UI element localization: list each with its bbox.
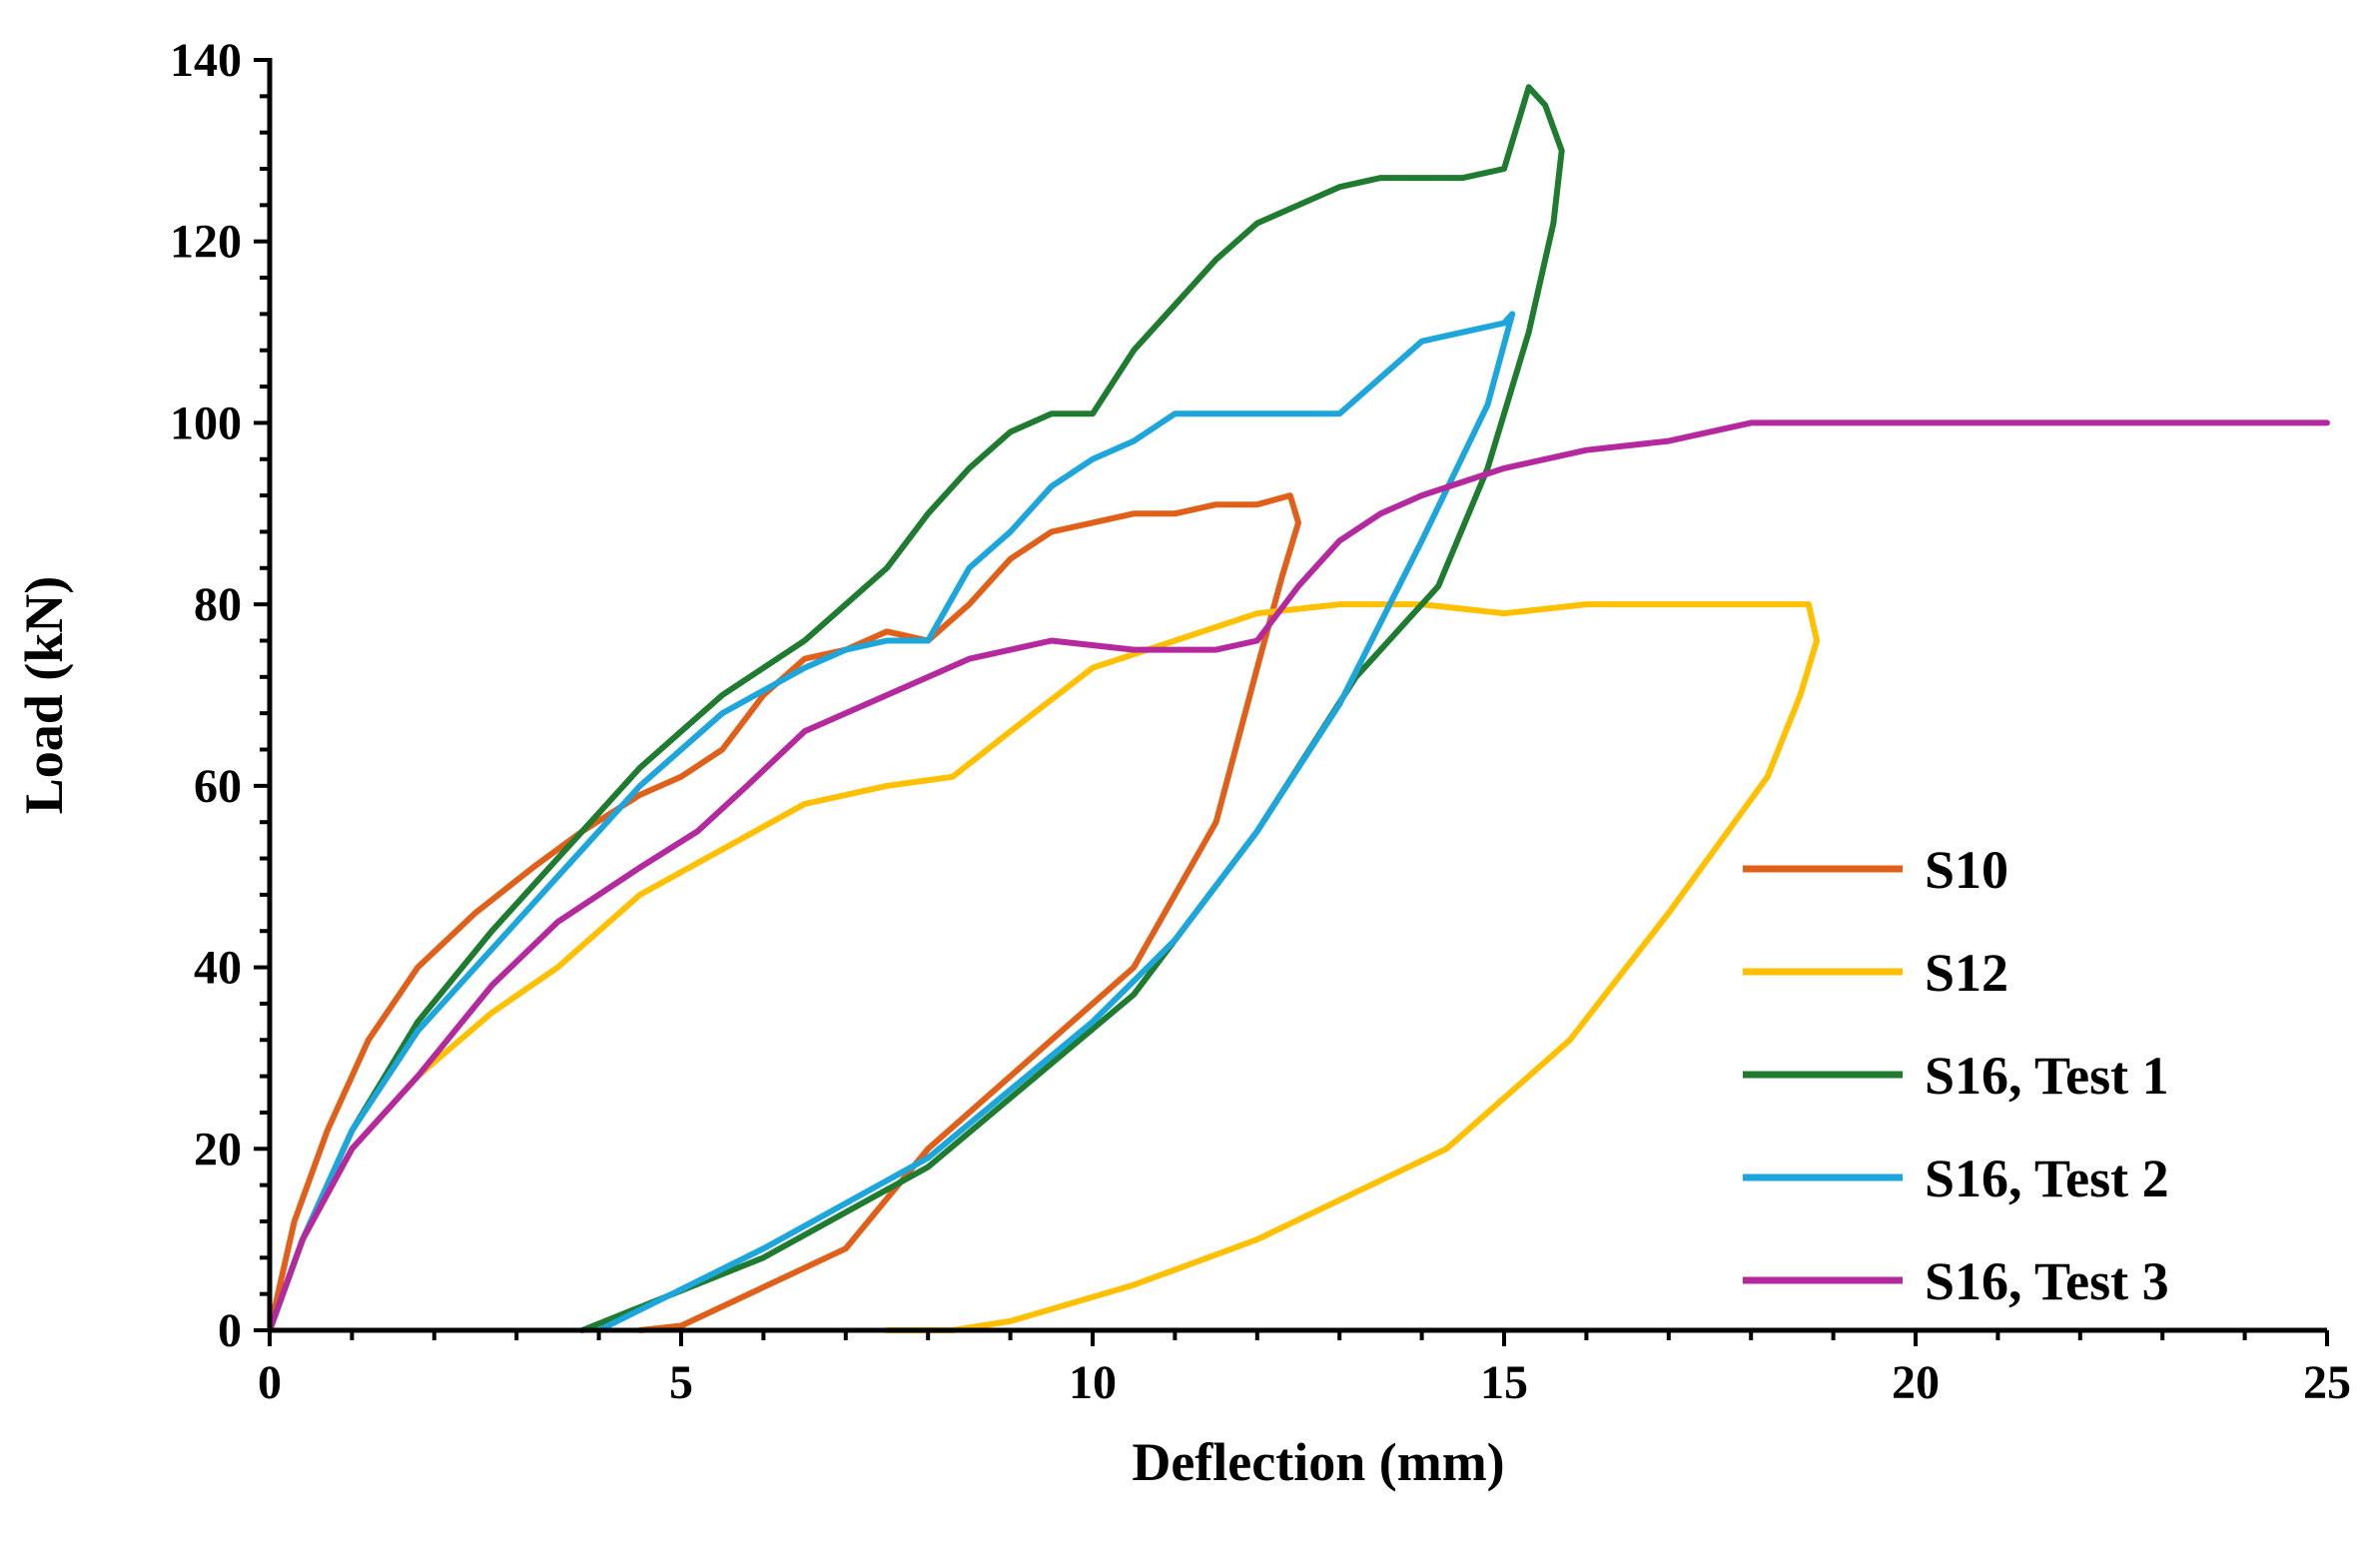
legend-label: S12	[1925, 943, 2008, 1003]
x-tick-label: 10	[1069, 1356, 1117, 1409]
y-tick-label: 100	[170, 396, 242, 449]
x-tick-label: 15	[1480, 1356, 1528, 1409]
y-tick-label: 60	[194, 760, 242, 813]
legend: S10 S12 S16, Test 1 S16, Test 2 S16, Test 3	[1743, 840, 2169, 1311]
y-tick-label: 120	[170, 216, 242, 269]
series-line-s16-test-3	[267, 419, 2330, 1333]
legend-label: S16, Test 1	[1925, 1046, 2169, 1106]
series-line-s10	[267, 492, 1301, 1333]
y-axis-title: Load (kN)	[14, 576, 74, 815]
x-tick-label: 5	[669, 1356, 693, 1409]
series-line-s12	[267, 601, 1821, 1333]
legend-label: S16, Test 3	[1925, 1251, 2169, 1311]
x-tick-label: 20	[1892, 1356, 1940, 1409]
y-tick-label: 80	[194, 578, 242, 631]
legend-label: S16, Test 2	[1925, 1149, 2169, 1208]
x-axis-title: Deflection (mm)	[1132, 1432, 1504, 1492]
series-line-s16-test-1	[267, 84, 1565, 1333]
y-tick-label: 40	[194, 942, 242, 995]
x-tick-label: 0	[258, 1356, 282, 1409]
y-tick-label: 0	[218, 1304, 242, 1357]
x-tick-label: 25	[2303, 1356, 2351, 1409]
y-tick-label: 140	[170, 34, 242, 87]
legend-label: S10	[1925, 840, 2008, 900]
series-line-s16-test-2	[267, 311, 1516, 1333]
y-tick-label: 20	[194, 1123, 242, 1175]
